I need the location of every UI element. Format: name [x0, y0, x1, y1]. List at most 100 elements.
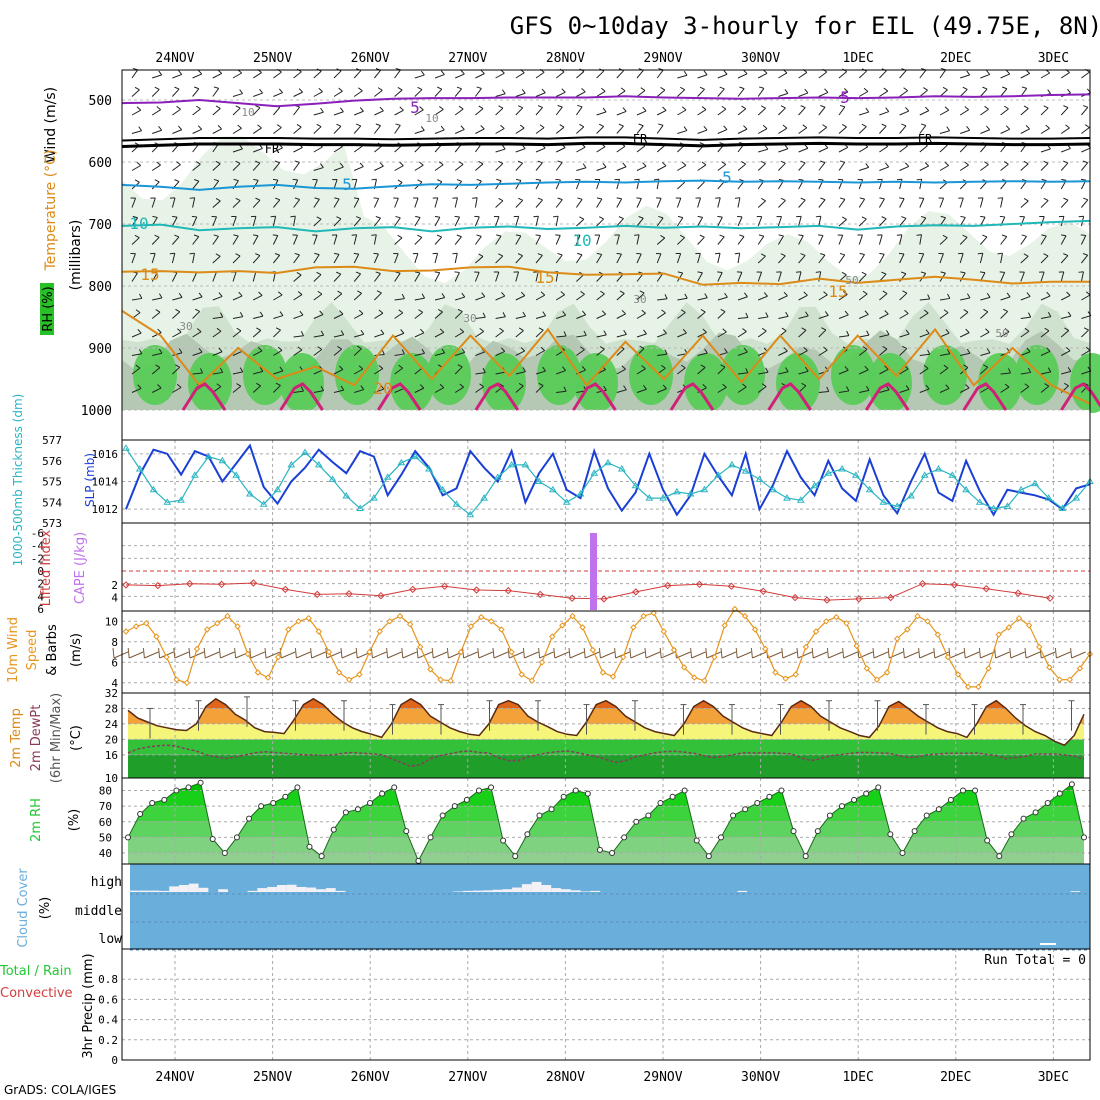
rh-2m-point: [742, 806, 749, 813]
wind-barb: [252, 295, 263, 301]
wind-barb-flag: [1025, 125, 1030, 130]
wind-barb: [1060, 162, 1069, 171]
wind-barb-flag: [1021, 86, 1027, 89]
lifted-index-point: [568, 594, 576, 602]
wind-barb-flag: [377, 87, 383, 91]
wind-barb: [353, 90, 363, 97]
wind-barb: [879, 218, 887, 227]
wind-barb-flag: [701, 106, 707, 110]
wind-barb-flag: [783, 347, 788, 352]
wind-barb: [293, 235, 298, 245]
wind-barb-flag: [520, 291, 526, 296]
surface-wind-barb: [949, 651, 965, 659]
wind-barb: [535, 235, 541, 245]
wind-barb-flag: [699, 86, 705, 90]
wind-barb-flag: [339, 107, 344, 113]
wind-barb: [252, 72, 262, 79]
rh-shade-90: [133, 345, 177, 405]
rh-tick-label: 80: [99, 785, 112, 798]
wind-barb-flag: [1043, 197, 1049, 201]
wind-barb: [171, 272, 178, 282]
wind-barb-flag: [395, 271, 401, 274]
wind-barb: [273, 127, 282, 134]
rh-2m-point: [500, 837, 507, 844]
wind-barb-flag: [999, 215, 1005, 218]
wind-barb: [394, 353, 405, 356]
wind-barb-flag: [398, 364, 403, 369]
isotherm-line: [121, 179, 1091, 191]
wind-barb: [1061, 370, 1071, 375]
wind-speed-point: [883, 669, 891, 676]
thickness-tick-label: 575: [42, 476, 62, 489]
wind-barb: [293, 216, 296, 227]
wind-barb-flag: [804, 366, 809, 372]
wind-barb: [899, 90, 908, 97]
wind-barb-flag: [253, 234, 259, 237]
rh-2m-point: [282, 793, 289, 800]
rh-2m-point: [475, 787, 482, 794]
wind-barb: [979, 197, 984, 208]
surface-wind-barb: [311, 651, 326, 659]
wind-barb: [535, 162, 543, 171]
wind-barb: [677, 181, 686, 190]
wind-barb: [373, 198, 380, 208]
low-cloud-gap-bar: [1040, 943, 1056, 945]
wind-speed-point: [721, 622, 728, 629]
wind-barb: [676, 197, 682, 208]
wind-barb: [515, 235, 522, 245]
wind-barb: [414, 387, 425, 393]
wind-barb-flag: [664, 349, 668, 355]
wind-barb-flag: [415, 215, 421, 219]
wind-barb-flag: [476, 234, 482, 237]
thickness-point: [535, 477, 543, 484]
wind-barb: [192, 372, 203, 375]
date-label-top: 2DEC: [940, 51, 971, 66]
wind-barb-flag: [439, 383, 445, 389]
wind-barb: [818, 271, 822, 282]
wind-barb: [293, 147, 303, 153]
date-label-bottom: 24NOV: [155, 1070, 194, 1085]
wind-barb-flag: [785, 367, 789, 373]
wind-barb: [818, 199, 826, 208]
wind-barb: [313, 314, 324, 319]
wind-barb-flag: [682, 328, 687, 334]
surface-wind-barb: [600, 651, 615, 659]
wind-barb-flag: [236, 327, 242, 332]
wind-barb-flag: [701, 161, 707, 166]
wind-barb: [656, 312, 666, 319]
wind-barb-flag: [134, 234, 140, 239]
wind-barb: [212, 316, 223, 319]
high-cloud-gap-bar: [521, 884, 532, 892]
rh-2m-point: [875, 784, 882, 791]
temp-tick-label: 16: [105, 749, 118, 762]
wind-barb: [777, 235, 784, 245]
wind-barb-flag: [966, 70, 971, 76]
wind-barb: [858, 274, 867, 282]
wind-barb-flag: [579, 123, 585, 128]
wind-barb-flag: [964, 161, 969, 166]
lifted-index-point: [313, 590, 321, 599]
wind-barb-flag: [943, 309, 949, 314]
wind-barb: [758, 295, 768, 301]
rh-2m-point: [137, 810, 144, 817]
wind-barb: [576, 126, 585, 134]
wind-barb-flag: [519, 124, 525, 129]
wind-barb-flag: [784, 89, 789, 94]
wind-barb: [313, 390, 324, 393]
rh-shade-90: [831, 345, 875, 405]
wind-barb: [616, 145, 626, 153]
wind-barb: [273, 199, 281, 208]
wind-speed-point: [376, 628, 383, 635]
surface-wind-barb-flag: [416, 647, 419, 659]
wind-barb-flag: [820, 197, 826, 201]
isotherm-25-line: [572, 382, 617, 411]
wind-barb-flag: [618, 123, 624, 127]
rh-tick-label: 60: [99, 816, 112, 829]
wind-barb-flag: [479, 327, 484, 332]
wind-barb: [475, 351, 485, 356]
isotherm-25-line: [767, 382, 812, 411]
wind-barb-flag: [940, 271, 946, 274]
wind-barb: [535, 216, 539, 227]
wind-barb: [394, 253, 399, 264]
wind-barb-flag: [274, 197, 281, 201]
